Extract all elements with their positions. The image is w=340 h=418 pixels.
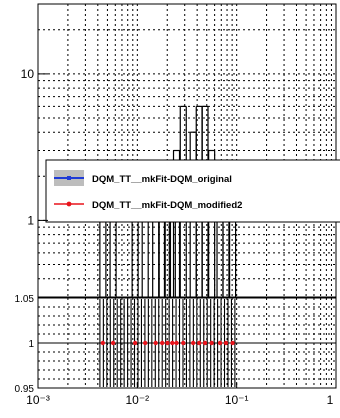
main-panel-histogram-outline — [99, 105, 237, 297]
ratio-point — [217, 340, 223, 346]
ratio-panel-data-points — [100, 340, 235, 346]
main-y-axis-ticks: 1 10 — [21, 67, 48, 227]
ratio-point — [190, 340, 196, 346]
ratio-point — [165, 340, 170, 346]
y-tick-label: 1 — [28, 339, 34, 350]
legend-marker-circle — [66, 201, 72, 207]
legend: DQM_TT__mkFit-DQM_original DQM_TT__mkFit… — [45, 159, 340, 223]
y-tick-label: 0.95 — [15, 384, 35, 395]
ratio-point — [202, 340, 208, 346]
legend-entry-original: DQM_TT__mkFit-DQM_original — [54, 170, 232, 186]
main-panel-frame — [37, 3, 337, 298]
ratio-point — [132, 340, 138, 346]
legend-marker-square — [67, 176, 71, 180]
y-tick-label: 10 — [21, 67, 35, 81]
ratio-point — [230, 340, 235, 346]
x-tick-label: 10⁻³ — [26, 393, 50, 407]
legend-entry-modified2: DQM_TT__mkFit-DQM_modified2 — [54, 200, 242, 211]
ratio-point — [170, 340, 175, 346]
legend-label-original: DQM_TT__mkFit-DQM_original — [92, 174, 232, 185]
ratio-point — [181, 340, 186, 346]
x-axis-ticks: 10⁻³ 10⁻² 10⁻¹ 1 — [26, 382, 337, 407]
x-tick-label: 1 — [327, 393, 334, 407]
y-tick-label: 1.05 — [15, 294, 35, 305]
ratio-point — [160, 340, 165, 346]
ratio-point — [197, 340, 202, 346]
legend-label-modified2: DQM_TT__mkFit-DQM_modified2 — [92, 200, 242, 211]
main-panel-grid — [38, 4, 336, 297]
legend-box — [45, 159, 340, 223]
x-tick-label: 10⁻¹ — [225, 393, 249, 407]
x-tick-label: 10⁻² — [125, 393, 149, 407]
ratio-point — [110, 340, 116, 346]
ratio-point — [153, 340, 158, 346]
ratio-point — [142, 340, 148, 346]
ratio-point — [174, 340, 179, 346]
ratio-point — [209, 340, 214, 346]
ratio-point — [100, 340, 106, 346]
ratio-point — [223, 340, 229, 346]
y-tick-label: 1 — [27, 213, 34, 227]
ratio-y-axis-ticks: 0.95 1 1.05 — [15, 294, 46, 395]
